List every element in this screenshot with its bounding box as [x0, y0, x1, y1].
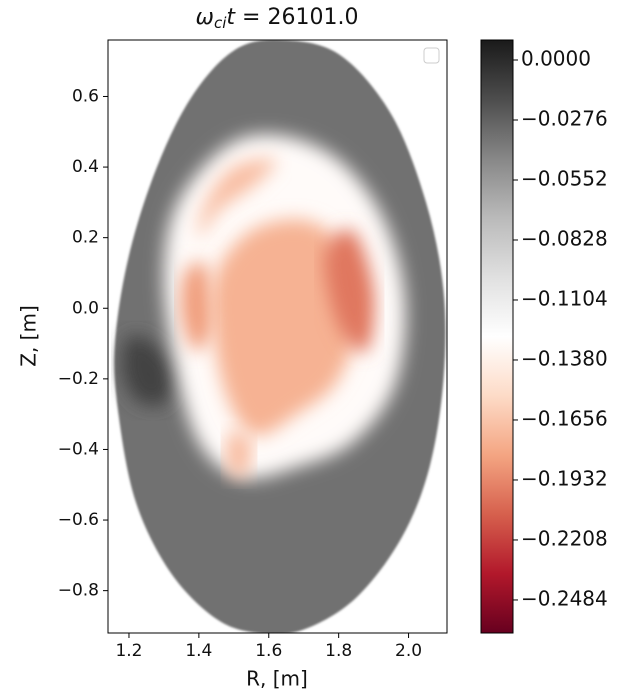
- y-tick-label: 0.0: [72, 298, 99, 318]
- contour-region: [324, 229, 375, 352]
- title-variable: t: [226, 5, 236, 30]
- x-axis-label: R, [m]: [246, 667, 308, 691]
- title-rest: = 26101.0: [235, 5, 358, 30]
- y-tick-label: 0.2: [72, 228, 99, 248]
- contour-region: [211, 219, 360, 436]
- colorbar-tick-label: −0.2208: [521, 526, 608, 550]
- legend-box: [423, 47, 440, 64]
- colorbar-tick-label: −0.0828: [521, 226, 608, 250]
- contour-region: [180, 261, 214, 351]
- colorbar-tick-label: −0.0276: [521, 106, 608, 130]
- x-tick-label: 1.4: [185, 641, 212, 661]
- colorbar-tick-label: −0.2484: [521, 586, 608, 610]
- x-tick-label: 2.0: [395, 641, 422, 661]
- contour-region: [121, 335, 175, 407]
- colorbar-tick-label: −0.1104: [521, 286, 608, 310]
- y-tick-label: −0.4: [58, 439, 99, 459]
- x-tick-label: 1.6: [255, 641, 282, 661]
- contour-region: [225, 430, 252, 479]
- plot-frame: [107, 39, 448, 634]
- colorbar: [480, 39, 514, 634]
- field: [114, 40, 446, 633]
- y-axis-label: Z, [m]: [17, 305, 41, 367]
- y-tick-label: 0.6: [72, 86, 99, 106]
- x-tick-label: 1.2: [115, 641, 142, 661]
- colorbar-tick-label: −0.0552: [521, 166, 608, 190]
- x-tick-label: 1.8: [325, 641, 352, 661]
- chart-title: ωcit = 26101.0: [196, 5, 359, 32]
- y-tick-label: 0.4: [72, 157, 99, 177]
- colorbar-tick-label: −0.1932: [521, 466, 608, 490]
- contour-region: [198, 158, 277, 238]
- colorbar-tick-label: −0.1656: [521, 406, 608, 430]
- y-tick-label: −0.6: [58, 510, 99, 530]
- y-tick-label: −0.8: [58, 581, 99, 601]
- title-subscript: ci: [214, 14, 227, 32]
- colorbar-tick-label: −0.1380: [521, 346, 608, 370]
- y-tick-label: −0.2: [58, 369, 99, 389]
- colorbar-tick-label: 0.0000: [521, 46, 591, 70]
- title-symbol: ω: [196, 5, 214, 30]
